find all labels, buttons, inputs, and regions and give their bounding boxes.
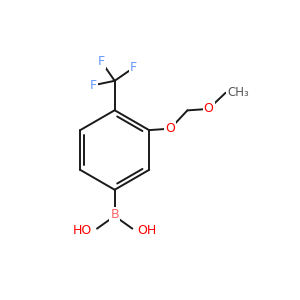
Text: HO: HO [73, 224, 92, 237]
Text: B: B [110, 208, 119, 221]
Text: CH₃: CH₃ [227, 86, 249, 99]
Text: OH: OH [137, 224, 157, 237]
Text: O: O [204, 102, 214, 116]
Text: F: F [98, 55, 105, 68]
Text: F: F [130, 61, 137, 74]
Text: O: O [165, 122, 175, 135]
Text: F: F [90, 79, 97, 92]
